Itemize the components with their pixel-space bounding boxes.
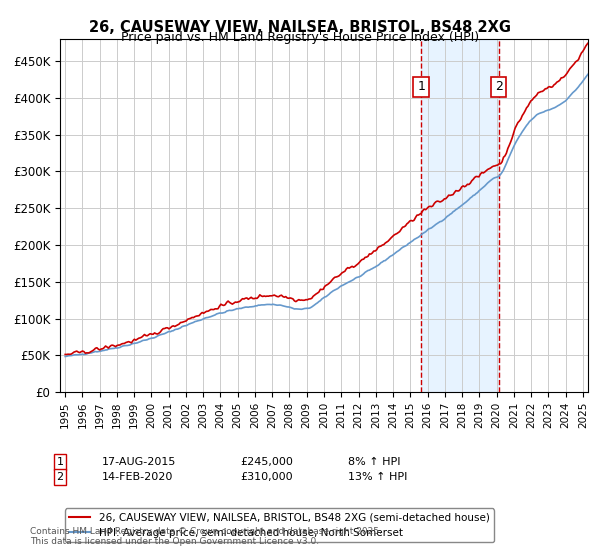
Text: 1: 1 — [417, 81, 425, 94]
Text: 26, CAUSEWAY VIEW, NAILSEA, BRISTOL, BS48 2XG: 26, CAUSEWAY VIEW, NAILSEA, BRISTOL, BS4… — [89, 20, 511, 35]
Legend: 26, CAUSEWAY VIEW, NAILSEA, BRISTOL, BS48 2XG (semi-detached house), HPI: Averag: 26, CAUSEWAY VIEW, NAILSEA, BRISTOL, BS4… — [65, 508, 494, 542]
Text: 13% ↑ HPI: 13% ↑ HPI — [348, 472, 407, 482]
Text: 17-AUG-2015: 17-AUG-2015 — [102, 457, 176, 467]
Bar — [421, 39, 499, 392]
Text: 2: 2 — [56, 472, 64, 482]
Text: £245,000: £245,000 — [240, 457, 293, 467]
Text: £310,000: £310,000 — [240, 472, 293, 482]
Text: 8% ↑ HPI: 8% ↑ HPI — [348, 457, 401, 467]
Text: 1: 1 — [56, 457, 64, 467]
Text: Contains HM Land Registry data © Crown copyright and database right 2025.
This d: Contains HM Land Registry data © Crown c… — [30, 526, 382, 546]
Text: Price paid vs. HM Land Registry's House Price Index (HPI): Price paid vs. HM Land Registry's House … — [121, 31, 479, 44]
Text: 14-FEB-2020: 14-FEB-2020 — [102, 472, 173, 482]
Text: 2: 2 — [494, 81, 503, 94]
